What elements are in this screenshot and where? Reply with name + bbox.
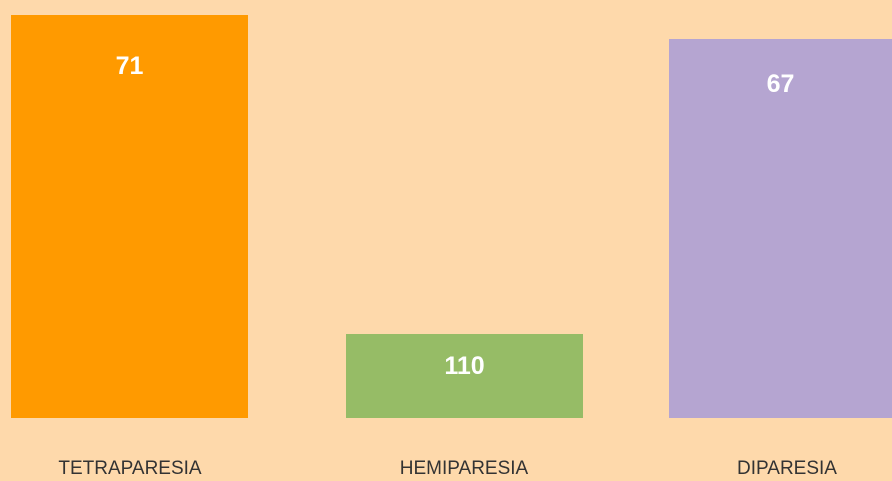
category-label: DIPARESIA — [737, 458, 837, 479]
value-label: 71 — [115, 52, 144, 80]
category-label: HEMIPARESIA — [399, 458, 529, 479]
value-label: 67 — [766, 70, 795, 98]
bar — [669, 39, 892, 418]
category-label: TETRAPARESIA — [58, 458, 202, 479]
value-label: 110 — [444, 352, 485, 380]
bar — [346, 334, 583, 418]
bar — [11, 15, 248, 418]
